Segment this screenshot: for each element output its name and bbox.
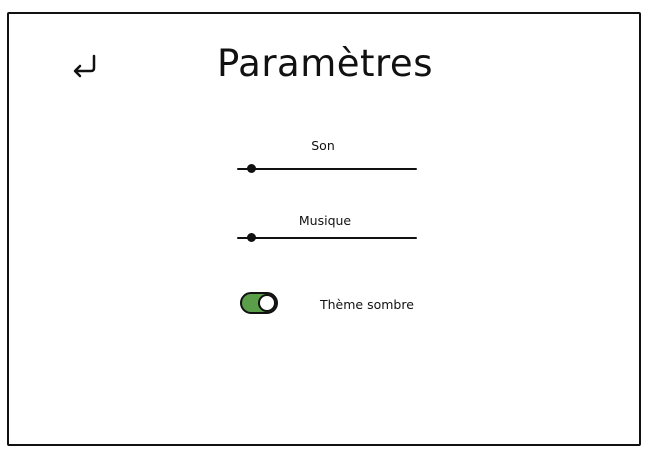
- settings-window: [7, 12, 641, 446]
- music-slider-track: [237, 237, 417, 239]
- sound-slider-thumb[interactable]: [247, 164, 257, 173]
- sound-label: Son: [311, 138, 335, 153]
- sound-slider[interactable]: [237, 162, 417, 176]
- sound-slider-track: [237, 168, 417, 170]
- music-slider-thumb[interactable]: [247, 233, 257, 242]
- dark-theme-toggle-knob: [258, 294, 276, 312]
- music-label: Musique: [298, 213, 352, 228]
- dark-theme-label: Thème sombre: [320, 297, 414, 312]
- return-arrow-icon: [73, 54, 96, 78]
- dark-theme-toggle[interactable]: [240, 292, 278, 314]
- page-title: Paramètres: [217, 42, 433, 85]
- back-button[interactable]: [68, 50, 104, 82]
- music-slider[interactable]: [237, 231, 417, 245]
